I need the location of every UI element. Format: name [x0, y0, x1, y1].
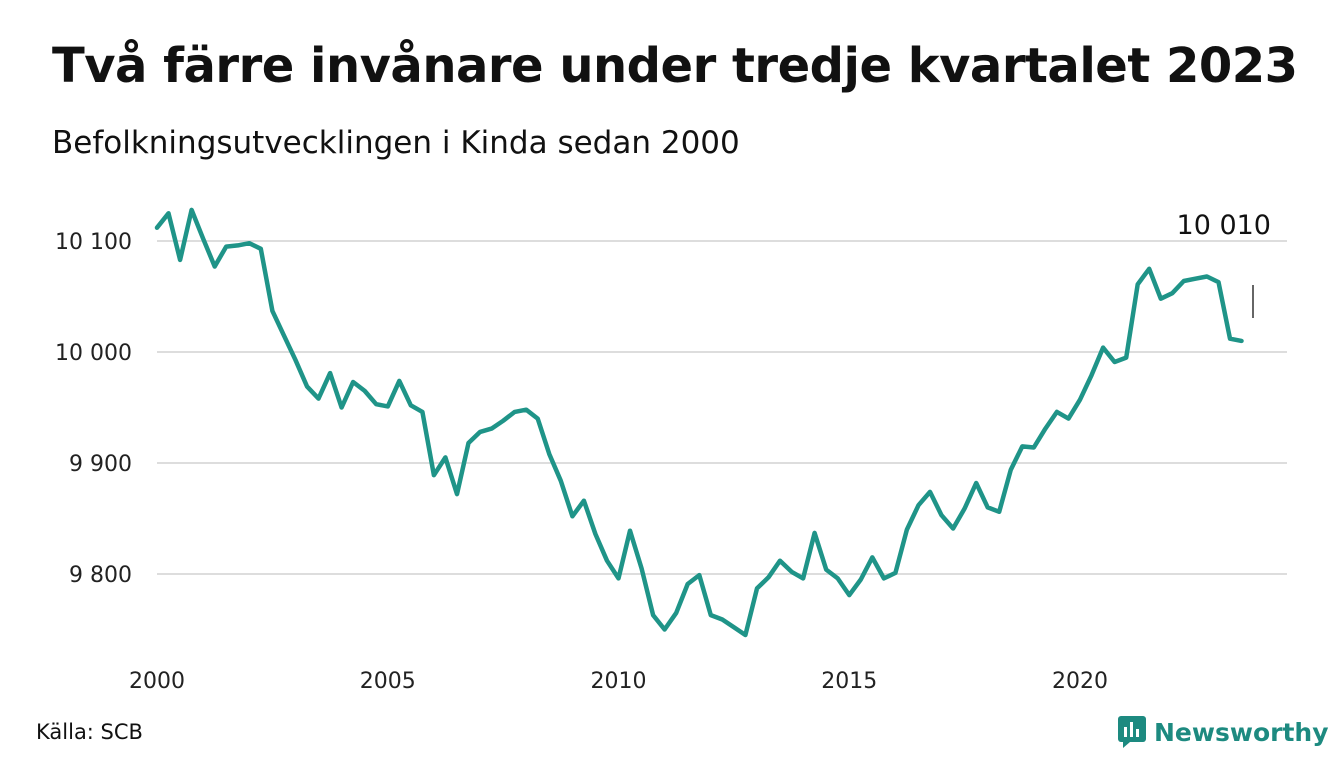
x-tick-label: 2020 [1052, 669, 1108, 694]
x-tick-label: 2005 [360, 669, 416, 694]
brand-name: Newsworthy [1154, 717, 1329, 747]
chart-subtitle: Befolkningsutvecklingen i Kinda sedan 20… [52, 125, 740, 161]
x-tick-label: 2015 [821, 669, 877, 694]
chart-title: Två färre invånare under tredje kvartale… [52, 38, 1298, 94]
y-tick-label: 9 800 [69, 563, 132, 588]
x-tick-label: 2010 [591, 669, 647, 694]
source-note: Källa: SCB [36, 720, 143, 744]
y-axis: 9 800 9 900 10 000 10 100 [55, 230, 132, 588]
newsworthy-logo-icon [1118, 716, 1146, 748]
y-tick-label: 10 100 [55, 230, 132, 255]
x-tick-label: 2000 [129, 669, 185, 694]
population-line [154, 207, 1244, 638]
last-value-label: 10 010 [1177, 210, 1271, 241]
newsworthy-logo: Newsworthy [1118, 713, 1329, 751]
y-tick-label: 9 900 [69, 452, 132, 477]
y-tick-label: 10 000 [55, 341, 132, 366]
x-axis: 2000 2005 2010 2015 2020 [129, 669, 1108, 694]
grid-lines [157, 240, 1287, 575]
